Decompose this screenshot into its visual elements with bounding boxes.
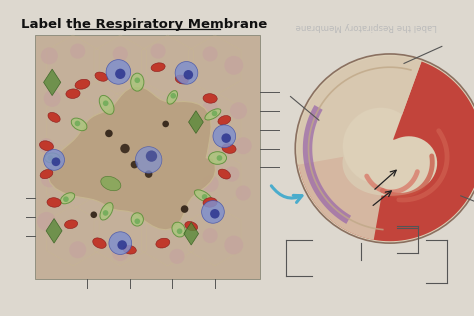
Ellipse shape xyxy=(203,94,217,103)
Circle shape xyxy=(295,54,474,243)
Circle shape xyxy=(136,147,162,173)
Circle shape xyxy=(135,218,140,224)
Ellipse shape xyxy=(218,116,231,125)
Circle shape xyxy=(105,130,113,137)
Circle shape xyxy=(103,210,109,216)
Circle shape xyxy=(163,121,169,127)
Circle shape xyxy=(115,69,126,79)
Circle shape xyxy=(224,167,239,182)
Circle shape xyxy=(213,125,236,148)
Ellipse shape xyxy=(99,95,114,114)
Polygon shape xyxy=(48,87,215,230)
Circle shape xyxy=(146,150,157,162)
Circle shape xyxy=(202,228,218,243)
Ellipse shape xyxy=(40,169,53,179)
Ellipse shape xyxy=(101,176,121,191)
Circle shape xyxy=(39,138,54,153)
Ellipse shape xyxy=(151,63,165,71)
Circle shape xyxy=(69,241,86,258)
Circle shape xyxy=(183,70,193,80)
Circle shape xyxy=(224,235,243,254)
Circle shape xyxy=(52,157,60,166)
Circle shape xyxy=(135,77,140,83)
Circle shape xyxy=(41,47,58,64)
Circle shape xyxy=(103,100,109,106)
Ellipse shape xyxy=(156,238,170,248)
Circle shape xyxy=(151,44,166,59)
Ellipse shape xyxy=(218,169,230,179)
Bar xyxy=(35,35,260,279)
Circle shape xyxy=(91,211,97,218)
Ellipse shape xyxy=(205,109,221,120)
Circle shape xyxy=(230,102,247,119)
Text: Label the Respiratory Membrane: Label the Respiratory Membrane xyxy=(21,18,267,31)
Circle shape xyxy=(177,228,182,234)
Ellipse shape xyxy=(131,213,144,226)
Polygon shape xyxy=(299,61,474,241)
Ellipse shape xyxy=(185,222,198,231)
Ellipse shape xyxy=(100,203,113,220)
Ellipse shape xyxy=(48,112,60,122)
Ellipse shape xyxy=(175,75,188,84)
Circle shape xyxy=(112,244,129,261)
Circle shape xyxy=(70,44,85,59)
Ellipse shape xyxy=(39,141,54,151)
Circle shape xyxy=(202,194,208,200)
Circle shape xyxy=(120,144,130,153)
Ellipse shape xyxy=(131,73,144,91)
Circle shape xyxy=(47,155,53,161)
Circle shape xyxy=(201,175,219,192)
Polygon shape xyxy=(297,56,421,240)
Ellipse shape xyxy=(64,220,78,228)
Circle shape xyxy=(202,100,218,115)
Ellipse shape xyxy=(167,91,177,104)
Circle shape xyxy=(37,212,56,231)
Ellipse shape xyxy=(61,193,75,204)
Circle shape xyxy=(221,133,231,143)
Ellipse shape xyxy=(93,238,106,248)
Ellipse shape xyxy=(203,198,217,207)
Circle shape xyxy=(170,93,176,99)
Circle shape xyxy=(202,46,218,62)
Circle shape xyxy=(118,240,127,250)
Ellipse shape xyxy=(75,79,90,89)
Circle shape xyxy=(224,56,243,75)
Circle shape xyxy=(74,121,80,126)
Ellipse shape xyxy=(194,190,211,202)
Circle shape xyxy=(181,205,188,213)
Polygon shape xyxy=(184,222,199,245)
Circle shape xyxy=(235,137,252,154)
Ellipse shape xyxy=(45,153,60,163)
Ellipse shape xyxy=(123,246,137,254)
Circle shape xyxy=(210,209,219,219)
Ellipse shape xyxy=(66,89,80,99)
Circle shape xyxy=(44,149,64,170)
Circle shape xyxy=(201,201,224,223)
Circle shape xyxy=(175,62,198,84)
Circle shape xyxy=(236,185,251,201)
Circle shape xyxy=(131,161,138,168)
Polygon shape xyxy=(44,69,61,95)
Circle shape xyxy=(109,232,132,254)
Ellipse shape xyxy=(71,118,87,131)
Circle shape xyxy=(44,90,61,107)
Circle shape xyxy=(169,249,184,264)
Polygon shape xyxy=(46,219,62,243)
Polygon shape xyxy=(189,111,203,133)
Circle shape xyxy=(145,170,153,178)
Polygon shape xyxy=(303,105,351,224)
Circle shape xyxy=(63,196,69,202)
Ellipse shape xyxy=(209,152,227,164)
Ellipse shape xyxy=(222,144,236,153)
Ellipse shape xyxy=(172,222,185,237)
Circle shape xyxy=(113,46,128,62)
Circle shape xyxy=(217,155,222,161)
Ellipse shape xyxy=(47,198,61,207)
Text: Label the Respiratory Membrane: Label the Respiratory Membrane xyxy=(295,22,437,31)
Circle shape xyxy=(106,60,131,84)
Circle shape xyxy=(212,111,218,116)
Circle shape xyxy=(41,170,58,187)
Ellipse shape xyxy=(95,72,108,81)
FancyArrowPatch shape xyxy=(271,186,302,203)
